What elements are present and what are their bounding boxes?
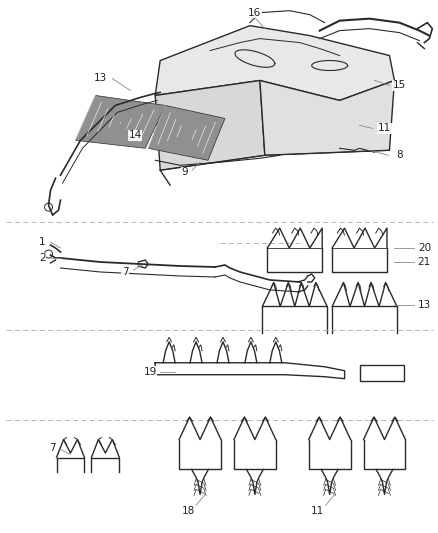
Polygon shape	[148, 106, 224, 160]
Text: 13: 13	[417, 300, 430, 310]
Polygon shape	[259, 80, 394, 155]
Text: 18: 18	[181, 506, 194, 516]
Text: 7: 7	[49, 442, 56, 453]
Text: 15: 15	[392, 80, 405, 91]
Text: 9: 9	[181, 167, 188, 177]
Text: 20: 20	[417, 243, 430, 253]
Text: 11: 11	[311, 506, 324, 516]
Text: 14: 14	[128, 131, 141, 140]
Text: 1: 1	[39, 237, 46, 247]
Text: 7: 7	[122, 267, 128, 277]
Polygon shape	[75, 95, 165, 148]
Polygon shape	[155, 80, 264, 170]
Text: 11: 11	[377, 123, 390, 133]
Text: 16: 16	[248, 7, 261, 18]
Text: 21: 21	[417, 257, 430, 267]
Text: 19: 19	[143, 367, 156, 377]
Text: 2: 2	[39, 253, 46, 263]
Polygon shape	[155, 26, 394, 100]
Text: 13: 13	[94, 74, 107, 84]
Text: 8: 8	[395, 150, 402, 160]
